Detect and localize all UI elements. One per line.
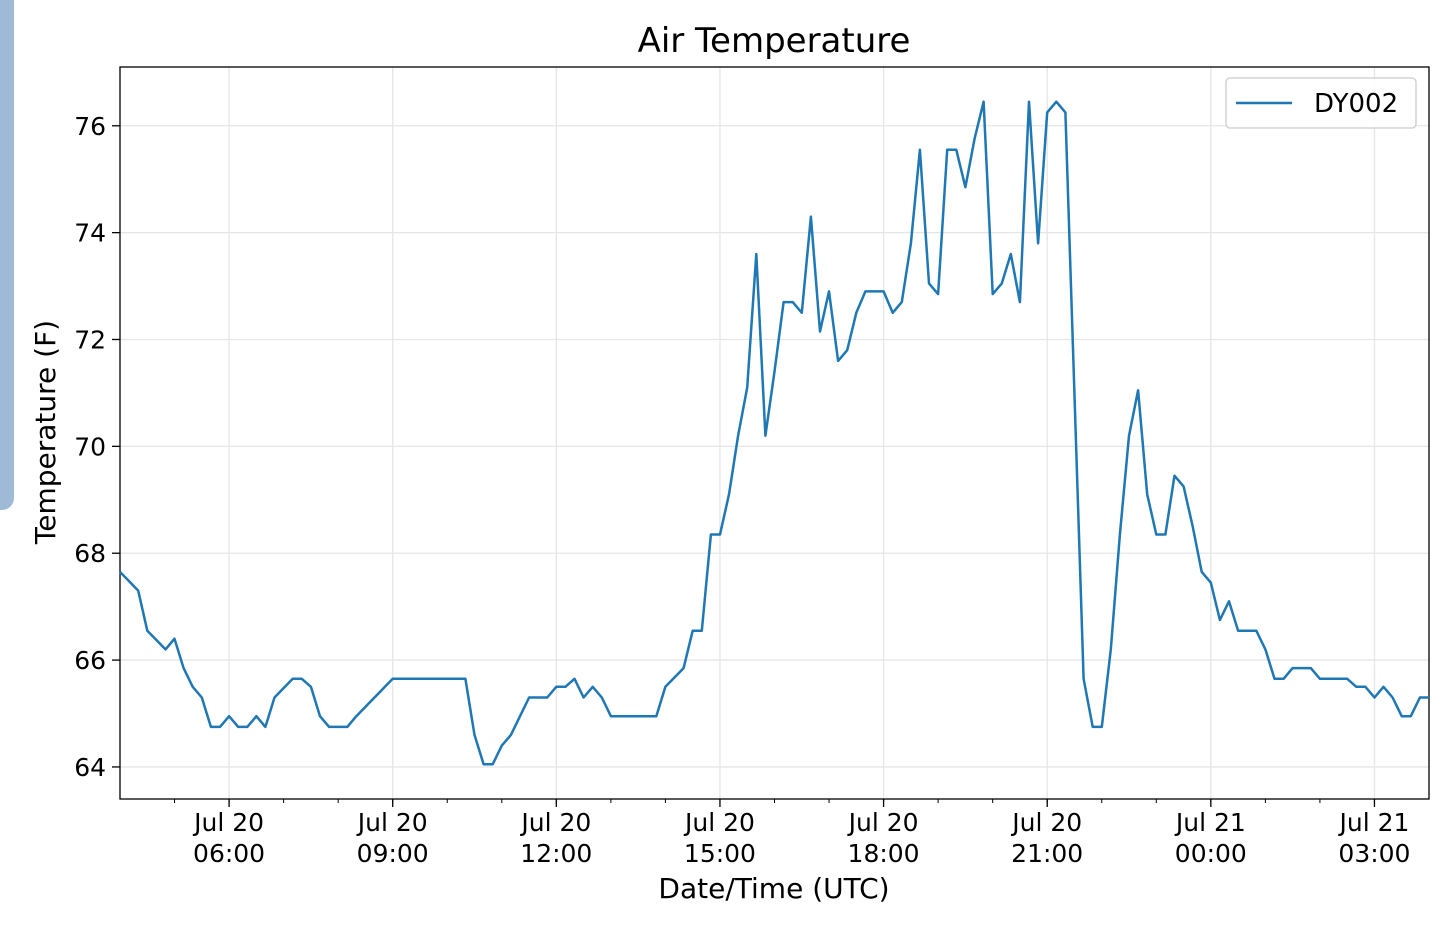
y-axis-title: Temperature (F) [29, 320, 62, 545]
x-tick-label-line: Jul 21 [1337, 808, 1409, 837]
x-tick-label-line: 09:00 [357, 839, 429, 868]
x-tick-label-line: 15:00 [684, 839, 756, 868]
y-tick-label: 72 [74, 325, 106, 354]
y-tick-label: 66 [74, 646, 106, 675]
x-tick-label: Jul 21 00:00 [1174, 808, 1247, 868]
legend-label: DY002 [1314, 89, 1398, 119]
x-tick-label: Jul 20 21:00 [1010, 808, 1083, 868]
y-tick-label: 64 [74, 753, 106, 782]
legend: DY002 [1225, 77, 1417, 129]
grid-lines [120, 67, 1429, 799]
side-panel-edge [0, 0, 14, 510]
series-line-dy002 [119, 100, 1429, 766]
x-tick-label-line: Jul 20 [519, 808, 591, 837]
y-tick-label: 74 [74, 219, 106, 248]
x-tick-label-line: 00:00 [1175, 839, 1247, 868]
y-tick-label: 76 [74, 112, 106, 141]
x-tick-label-line: Jul 20 [192, 808, 264, 837]
plot-area-frame [119, 66, 1430, 800]
y-axis: 64 66 68 70 72 74 76 [74, 112, 120, 782]
x-tick-label-line: 21:00 [1011, 839, 1083, 868]
x-tick-label-line: Jul 20 [847, 808, 919, 837]
x-tick-label-line: Jul 20 [683, 808, 755, 837]
x-tick-label-line: 03:00 [1338, 839, 1410, 868]
x-tick-label-line: Jul 21 [1174, 808, 1246, 837]
x-tick-label-line: 18:00 [848, 839, 920, 868]
x-tick-label: Jul 20 15:00 [683, 808, 756, 868]
legend-box [1225, 77, 1417, 129]
x-tick-label-line: Jul 20 [356, 808, 428, 837]
x-tick-label: Jul 20 18:00 [847, 808, 920, 868]
x-tick-label-line: 12:00 [520, 839, 592, 868]
x-tick-label: Jul 20 06:00 [192, 808, 265, 868]
x-tick-label-line: 06:00 [193, 839, 265, 868]
chart-title: Air Temperature [638, 21, 911, 61]
x-axis-title: Date/Time (UTC) [658, 872, 889, 905]
series-group [119, 100, 1430, 766]
x-tick-label-line: Jul 20 [1010, 808, 1082, 837]
y-tick-label: 68 [74, 539, 106, 568]
x-tick-label: Jul 20 09:00 [356, 808, 429, 868]
y-tick-label: 70 [74, 432, 106, 461]
x-tick-label: Jul 21 03:00 [1337, 808, 1410, 868]
x-tick-label: Jul 20 12:00 [519, 808, 592, 868]
